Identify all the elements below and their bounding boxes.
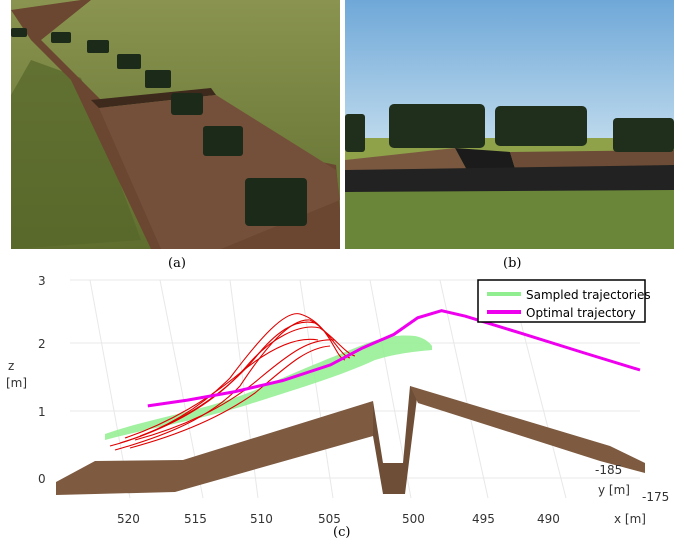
x-tick-515: 515 — [184, 512, 207, 526]
y-axis-label: y [m] — [598, 483, 630, 497]
z-axis-label: z — [8, 359, 14, 373]
caption-b: (b) — [503, 256, 522, 271]
photo-vehicles-on-track — [11, 0, 340, 249]
y-tick-185: -185 — [595, 463, 622, 477]
sampled-trajectories — [105, 335, 432, 440]
legend-label-sampled: Sampled trajectories — [526, 288, 651, 302]
rejected-trajectories — [109, 313, 356, 451]
legend: Sampled trajectories Optimal trajectory — [477, 279, 651, 323]
z-tick-1: 1 — [38, 405, 46, 419]
caption-c: (c) — [333, 525, 351, 540]
x-tick-500: 500 — [402, 512, 425, 526]
z-tick-3: 3 — [38, 274, 46, 288]
trajectory-plot: Sampled trajectories Optimal trajectory … — [6, 274, 669, 526]
photo-vehicles-crossing-ditch — [345, 0, 674, 249]
terrain-surface — [56, 386, 645, 495]
x-axis-label: x [m] — [614, 512, 646, 526]
x-tick-505: 505 — [318, 512, 341, 526]
caption-a: (a) — [168, 256, 186, 271]
x-tick-490: 490 — [537, 512, 560, 526]
x-tick-495: 495 — [472, 512, 495, 526]
x-tick-520: 520 — [117, 512, 140, 526]
series-line-optimal — [147, 309, 641, 408]
x-tick-510: 510 — [250, 512, 273, 526]
z-tick-0: 0 — [38, 472, 46, 486]
y-tick-175: -175 — [642, 490, 669, 504]
z-tick-2: 2 — [38, 337, 46, 351]
legend-box — [477, 279, 646, 323]
legend-label-optimal: Optimal trajectory — [526, 306, 636, 320]
z-axis-unit: [m] — [6, 376, 27, 390]
